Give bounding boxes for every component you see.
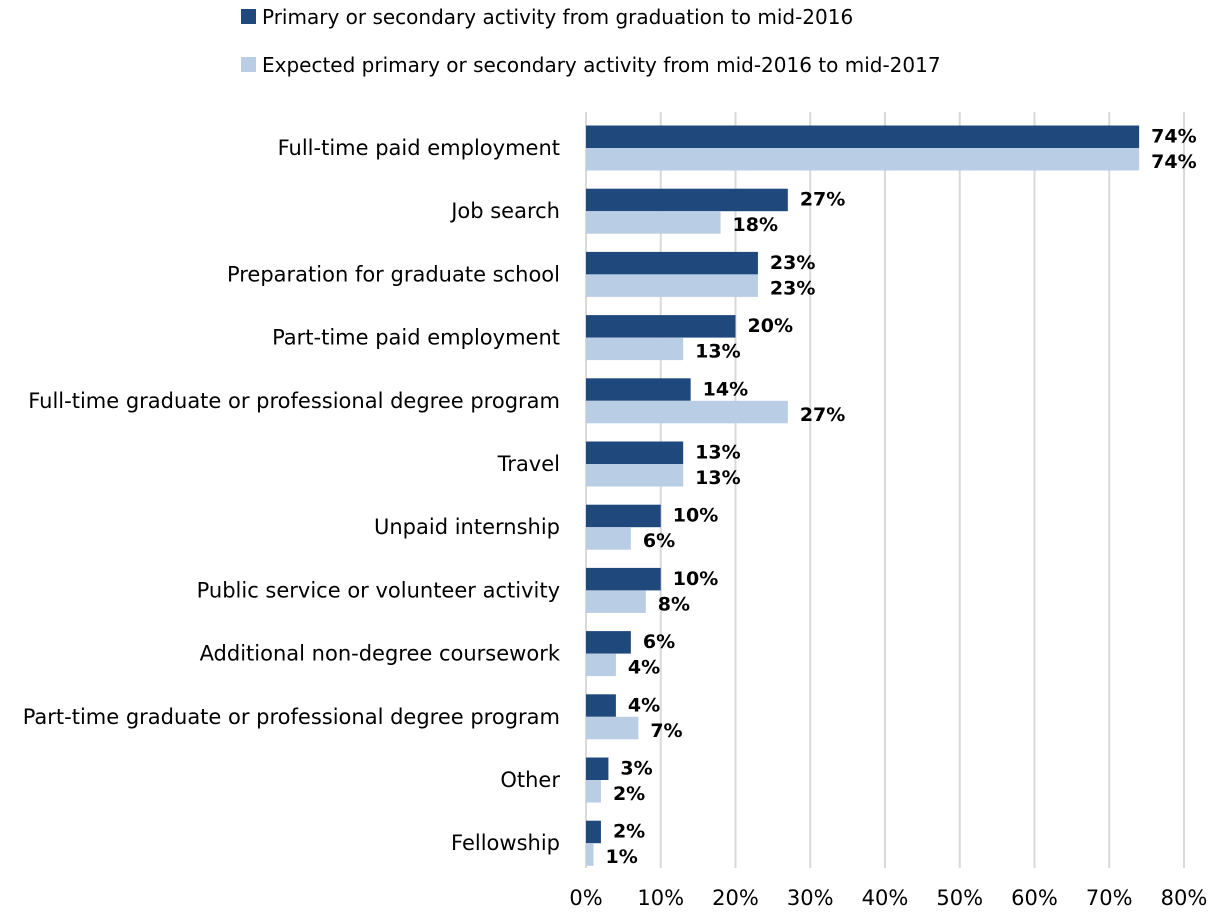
x-tick-label: 50% xyxy=(936,886,983,910)
data-label: 10% xyxy=(673,568,718,590)
data-label: 74% xyxy=(1151,126,1196,148)
category-label: Job search xyxy=(449,199,560,223)
bar-series2 xyxy=(586,211,721,234)
bar-series1 xyxy=(586,567,661,591)
category-label: Public service or volunteer activity xyxy=(197,578,560,602)
category-label: Travel xyxy=(497,452,560,476)
x-tick-label: 80% xyxy=(1161,886,1208,910)
data-label: 4% xyxy=(628,657,660,679)
legend-swatch xyxy=(241,9,256,24)
x-tick-label: 60% xyxy=(1011,886,1058,910)
bar-series1 xyxy=(586,757,609,780)
data-label: 23% xyxy=(770,252,815,274)
bar-series1 xyxy=(586,188,788,212)
bar-series1 xyxy=(586,504,661,528)
bar-series2 xyxy=(586,337,684,361)
data-label: 1% xyxy=(605,846,637,868)
category-label: Other xyxy=(500,768,560,792)
bar-series2 xyxy=(586,653,616,677)
legend-entry: Primary or secondary activity from gradu… xyxy=(262,5,853,29)
x-tick-label: 30% xyxy=(787,886,834,910)
category-label: Full-time paid employment xyxy=(278,136,560,160)
data-label: 3% xyxy=(620,758,652,780)
bar-series1 xyxy=(586,251,758,275)
data-label: 23% xyxy=(770,277,815,299)
category-label: Preparation for graduate school xyxy=(227,262,560,286)
data-label: 4% xyxy=(628,694,660,716)
category-label: Part-time graduate or professional degre… xyxy=(23,705,560,729)
bar-series1 xyxy=(586,315,736,338)
data-label: 7% xyxy=(650,720,682,742)
category-label: Additional non-degree coursework xyxy=(200,642,561,666)
bar-series2 xyxy=(586,464,684,487)
data-label: 74% xyxy=(1151,151,1196,173)
bar-series1 xyxy=(586,631,631,654)
bar-series1 xyxy=(586,125,1140,148)
bar-series1 xyxy=(586,378,691,401)
data-label: 2% xyxy=(613,821,645,843)
data-label: 13% xyxy=(695,442,740,464)
bar-series2 xyxy=(586,843,594,866)
x-tick-label: 20% xyxy=(712,886,759,910)
x-tick-label: 0% xyxy=(569,886,602,910)
legend-entry: Expected primary or secondary activity f… xyxy=(262,53,941,77)
bar-series2 xyxy=(586,590,646,613)
bar-series2 xyxy=(586,527,631,550)
category-label: Part-time paid employment xyxy=(272,326,560,350)
data-label: 8% xyxy=(658,593,690,615)
data-label: 6% xyxy=(643,631,675,653)
bar-series1 xyxy=(586,441,684,464)
x-tick-label: 10% xyxy=(637,886,684,910)
x-tick-label: 40% xyxy=(862,886,909,910)
x-tick-label: 70% xyxy=(1086,886,1133,910)
bar-series2 xyxy=(586,780,601,803)
category-label: Full-time graduate or professional degre… xyxy=(28,389,560,413)
bar-series1 xyxy=(586,694,616,717)
category-label: Unpaid internship xyxy=(374,515,560,539)
bar-series2 xyxy=(586,148,1140,171)
legend-swatch xyxy=(241,57,256,72)
data-label: 14% xyxy=(703,378,748,400)
data-label: 10% xyxy=(673,505,718,527)
data-label: 27% xyxy=(800,189,845,211)
bar-series2 xyxy=(586,716,639,740)
data-label: 18% xyxy=(733,214,778,236)
data-label: 2% xyxy=(613,783,645,805)
bar-series2 xyxy=(586,274,758,297)
category-label: Fellowship xyxy=(451,831,560,855)
data-label: 13% xyxy=(695,341,740,363)
bar-series2 xyxy=(586,400,788,424)
data-label: 27% xyxy=(800,404,845,426)
data-label: 13% xyxy=(695,467,740,489)
data-label: 6% xyxy=(643,530,675,552)
data-label: 20% xyxy=(748,315,793,337)
bar-series1 xyxy=(586,820,601,844)
